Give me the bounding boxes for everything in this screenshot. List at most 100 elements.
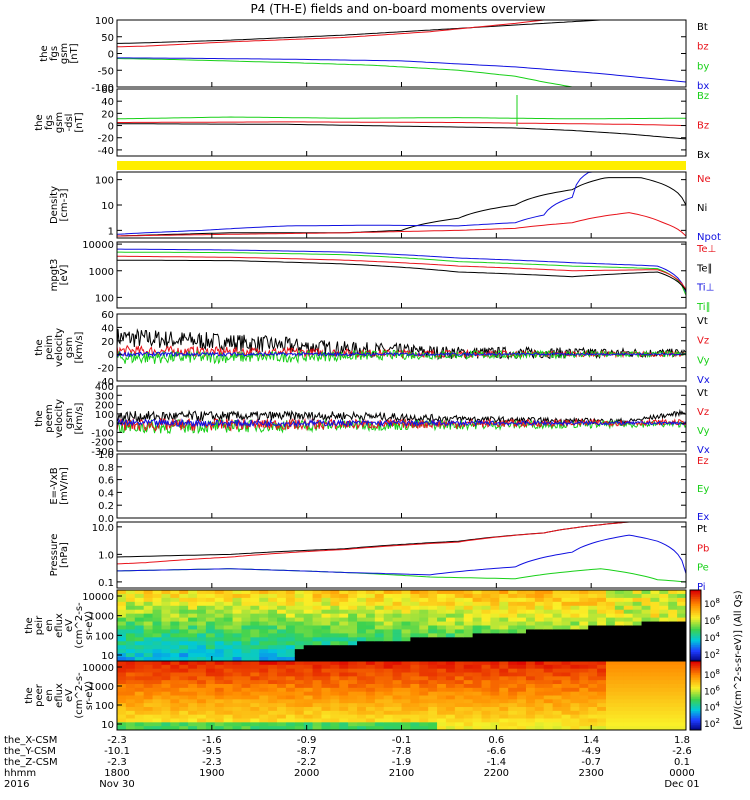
heatmap-cell [490, 699, 500, 704]
heatmap-cell [339, 695, 349, 700]
heatmap-cell [214, 664, 225, 670]
heatmap-cell [490, 687, 500, 693]
heatmap-cell [525, 672, 536, 677]
heatmap-cell [259, 649, 269, 654]
heatmap-cell [134, 668, 145, 673]
heatmap-cell [303, 653, 314, 658]
heatmap-cell [614, 597, 625, 603]
heatmap-cell [605, 633, 616, 638]
heatmap-cell [161, 649, 171, 654]
heatmap-cell [454, 664, 465, 670]
heatmap-cell [525, 726, 536, 731]
heatmap-cell [312, 703, 322, 708]
heatmap-cell [401, 680, 411, 685]
heatmap-cell [668, 617, 678, 623]
heatmap-cell [214, 722, 225, 727]
heatmap-cell [445, 722, 456, 727]
heatmap-cell [188, 641, 198, 646]
heatmap-cell [383, 668, 394, 673]
colorbar-cell [690, 667, 701, 671]
heatmap-cell [374, 710, 385, 716]
heatmap-cell [401, 633, 411, 638]
heatmap-cell [152, 637, 162, 642]
heatmap-cell [597, 629, 607, 634]
heatmap-cell [259, 684, 269, 689]
heatmap-cell [561, 597, 571, 603]
heatmap-cell [232, 593, 242, 599]
heatmap-cell [321, 625, 331, 630]
heatmap-cell [445, 625, 456, 630]
heatmap-cell [357, 664, 367, 670]
heatmap-cell [499, 661, 509, 666]
heatmap-cell [259, 687, 269, 693]
heatmap-cell [268, 687, 278, 693]
heatmap-cell [463, 718, 474, 723]
y-tick-label: 100 [95, 410, 114, 421]
heatmap-cell [134, 593, 145, 599]
heatmap-cell [454, 629, 465, 634]
colorbar-tick-exponent: 8 [715, 597, 719, 605]
heatmap-cell [677, 710, 687, 716]
heatmap-cell [410, 684, 420, 689]
heatmap-cell [259, 691, 269, 696]
heatmap-cell [472, 633, 483, 638]
heatmap-cell [268, 637, 278, 642]
heatmap-cell [259, 613, 269, 619]
heatmap-cell [374, 645, 385, 650]
heatmap-cell [285, 676, 296, 681]
heatmap-cell [312, 684, 322, 689]
heatmap-cell [641, 680, 651, 685]
heatmap-cell [445, 684, 456, 689]
heatmap-cell [357, 601, 367, 607]
heatmap-cell [330, 641, 340, 646]
heatmap-cell [632, 629, 643, 634]
heatmap-cell [668, 707, 678, 712]
heatmap-cell [650, 687, 660, 693]
heatmap-cell [543, 657, 554, 662]
heatmap-cell [525, 714, 536, 719]
heatmap-cell [419, 633, 429, 638]
heatmap-cell [641, 703, 651, 708]
heatmap-cell [419, 722, 429, 727]
heatmap-cell [632, 672, 643, 677]
heatmap-cell [605, 601, 616, 607]
heatmap-cell [543, 637, 554, 642]
heatmap-cell [374, 649, 385, 654]
colorbar-cell [690, 621, 701, 625]
heatmap-cell [339, 653, 349, 658]
heatmap-cell [623, 641, 634, 646]
heatmap-cell [410, 707, 420, 712]
heatmap-cell [517, 601, 527, 607]
heatmap-cell [339, 722, 349, 727]
heatmap-cell [214, 726, 225, 731]
heatmap-cell [437, 676, 447, 681]
heatmap-cell [499, 676, 509, 681]
heatmap-cell [232, 722, 242, 727]
heatmap-cell [481, 593, 491, 599]
heatmap-cell [179, 649, 189, 654]
heatmap-cell [339, 617, 349, 623]
heatmap-cell [357, 629, 367, 634]
heatmap-cell [525, 653, 536, 658]
heatmap-cell [250, 649, 260, 654]
heatmap-cell [588, 653, 598, 658]
heatmap-cell [143, 703, 154, 708]
heatmap-cell [303, 722, 314, 727]
heatmap-cell [339, 714, 349, 719]
colorbar-tick-label: 104 [704, 631, 720, 644]
heatmap-cell [481, 661, 491, 666]
heatmap-cell [374, 676, 385, 681]
heatmap-cell [677, 657, 687, 662]
heatmap-cell [632, 657, 643, 662]
heatmap-cell [668, 695, 678, 700]
heatmap-cell [348, 621, 358, 626]
heatmap-cell [277, 641, 287, 646]
heatmap-cell [428, 613, 438, 619]
heatmap-cell [534, 726, 545, 731]
heatmap-cell [579, 590, 589, 595]
heatmap-cell [285, 661, 296, 666]
heatmap-cell [677, 664, 687, 670]
heatmap-cell [179, 645, 189, 650]
heatmap-cell [517, 687, 527, 693]
heatmap-cell [410, 661, 420, 666]
